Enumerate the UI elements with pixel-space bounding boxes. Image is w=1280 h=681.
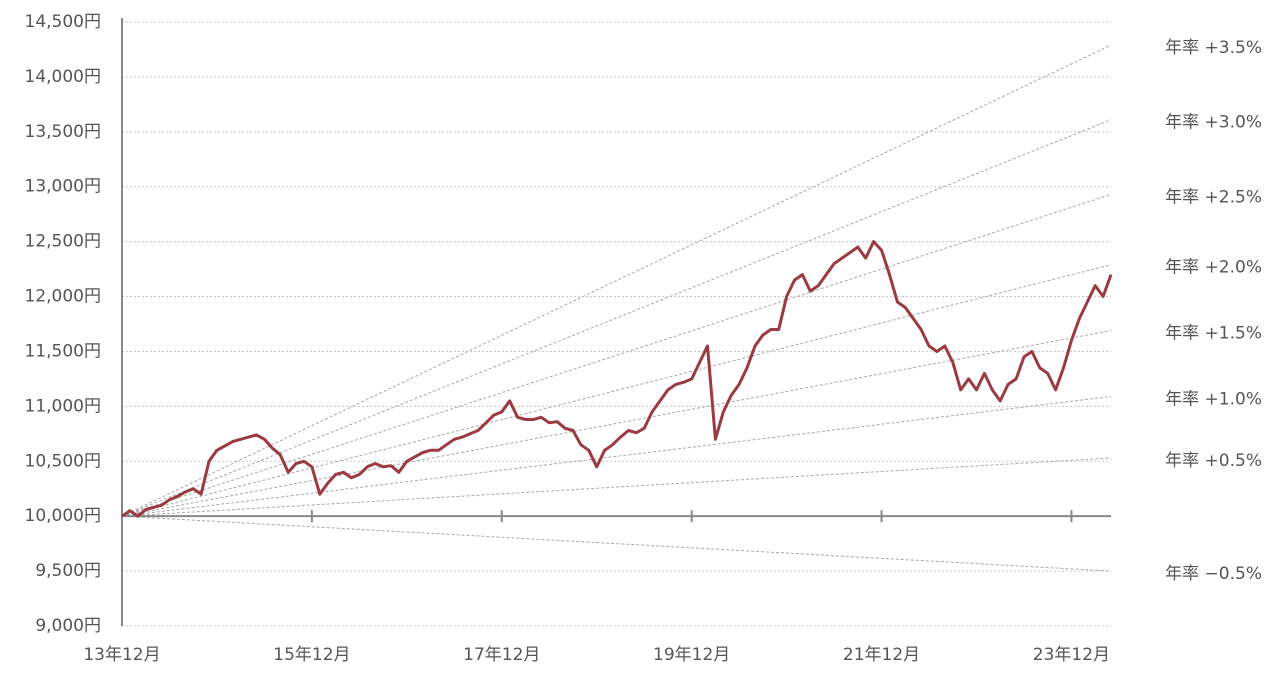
reference-label: 年率 +0.5% [1165,451,1262,471]
reference-line [121,457,1112,517]
reference-line [121,395,1112,517]
y-tick-label: 13,500円 [25,122,101,142]
y-tick-label: 12,500円 [25,232,101,252]
x-tick-label: 15年12月 [273,645,350,665]
reference-line [121,330,1112,517]
reference-line [121,515,1112,572]
reference-label: 年率 +2.0% [1165,258,1262,278]
reference-line [121,193,1112,517]
reference-line [121,264,1112,517]
y-tick-label: 10,500円 [25,451,101,471]
y-tick-label: 11,500円 [25,341,101,361]
x-tick-label: 21年12月 [843,645,920,665]
reference-label: 年率 +3.0% [1165,113,1262,133]
reference-label: 年率 −0.5% [1165,564,1262,584]
reference-label: 年率 +1.0% [1165,389,1262,409]
price-line [121,240,1113,518]
y-tick-label: 11,000円 [25,396,101,416]
y-tick-label: 9,500円 [35,561,101,581]
reference-line [121,44,1112,517]
reference-label: 年率 +2.5% [1165,187,1262,207]
y-tick-label: 14,500円 [25,12,101,32]
reference-line [121,119,1112,517]
y-tick-label: 12,000円 [25,287,101,307]
x-tick-label: 13年12月 [83,645,160,665]
y-tick-label: 13,000円 [25,177,101,197]
reference-label: 年率 +1.5% [1165,324,1262,344]
x-tick-label: 17年12月 [463,645,540,665]
reference-label: 年率 +3.5% [1165,38,1262,58]
y-tick-label: 14,000円 [25,67,101,87]
y-tick-label: 9,000円 [35,616,101,636]
x-tick-label: 19年12月 [653,645,730,665]
y-tick-label: 10,000円 [25,506,101,526]
x-tick-label: 23年12月 [1033,645,1110,665]
